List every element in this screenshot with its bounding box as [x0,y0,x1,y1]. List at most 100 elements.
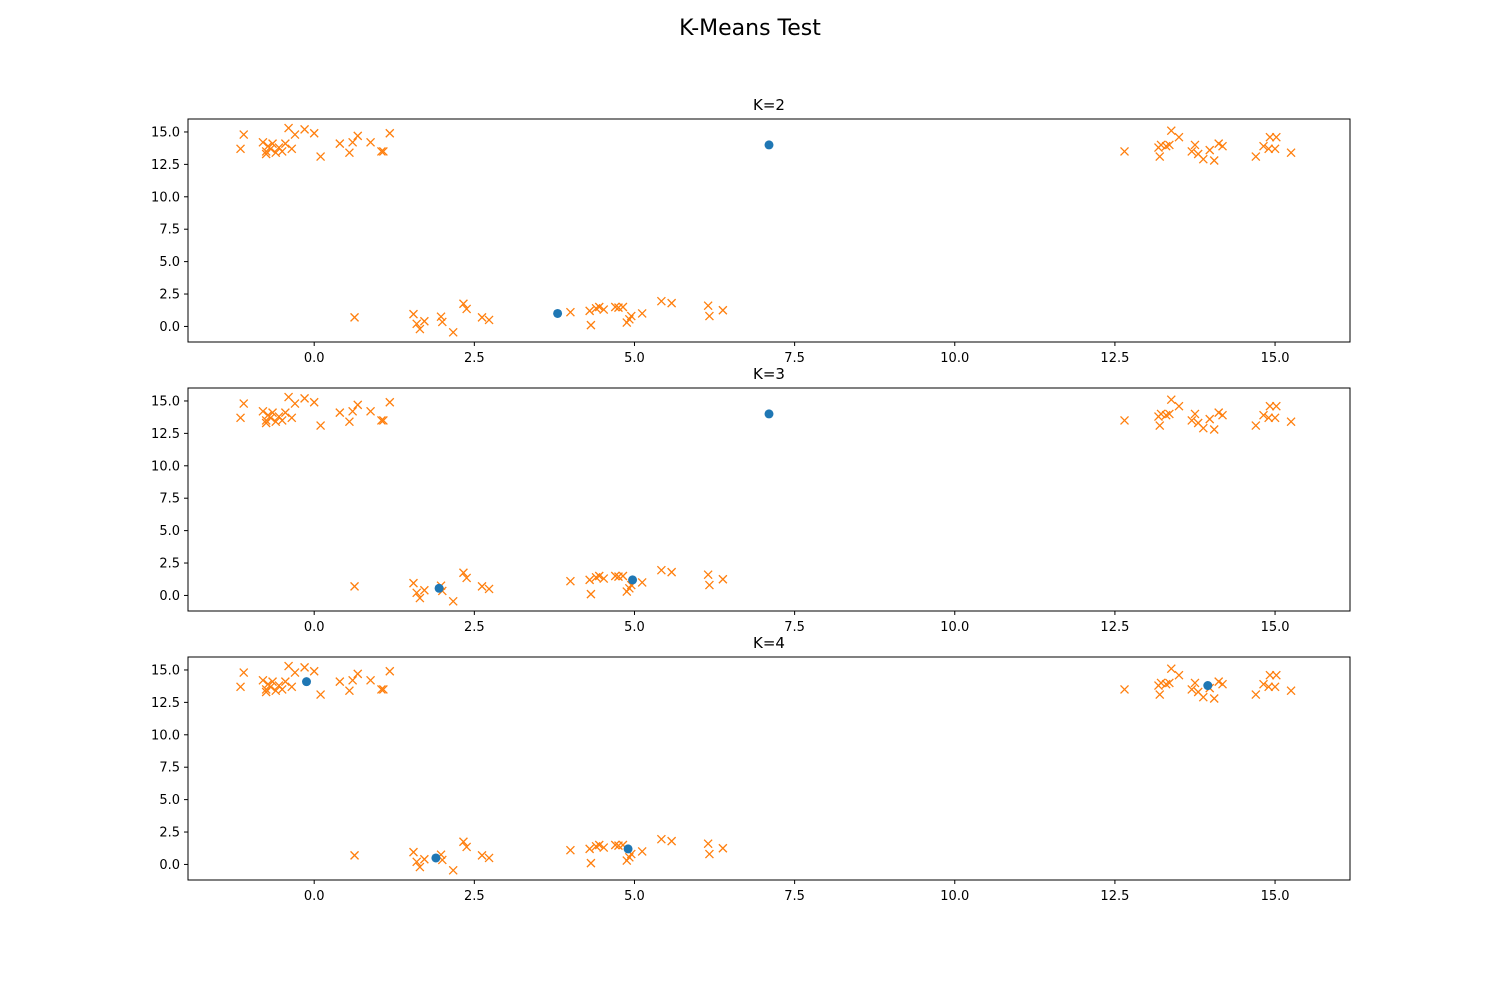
data-point [277,146,287,156]
y-tick-label: 7.5 [159,223,180,238]
x-tick-label: 10.0 [940,351,969,366]
data-point [594,840,604,850]
data-point [484,315,494,325]
data-point [437,317,447,327]
data-point [1155,421,1165,431]
data-point [1265,401,1275,411]
data-point [704,580,714,590]
data-point [344,148,354,158]
data-point [335,139,345,149]
data-point [280,677,290,687]
y-tick-label: 12.5 [151,427,180,442]
data-point [1209,156,1219,165]
data-point [344,417,354,427]
x-tick-label: 0.0 [304,351,325,366]
data-point [1218,141,1227,151]
y-tick-label: 15.0 [151,663,180,678]
data-point [586,320,596,330]
data-point [626,311,636,321]
data-point [448,596,458,606]
x-tick-label: 15.0 [1261,620,1290,635]
data-point [458,568,468,578]
data-point [290,399,300,409]
x-tick-label: 10.0 [940,889,969,904]
data-point [1218,410,1227,420]
data-point [610,840,620,850]
data-point [1218,679,1227,689]
data-point [300,124,310,134]
data-point [277,684,287,694]
data-point [268,408,278,418]
data-point [385,128,395,138]
data-point [594,302,604,312]
y-tick-label: 15.0 [151,394,180,409]
data-point [656,834,666,844]
data-point [261,415,271,425]
data-point [1156,409,1166,419]
data-point [718,574,728,584]
y-tick-label: 12.5 [151,158,180,173]
data-point [268,139,278,149]
data-point [458,299,468,309]
x-tick-label: 15.0 [1261,889,1290,904]
data-point [585,306,595,316]
data-point [350,312,360,322]
data-point [258,137,268,147]
data-point [1270,413,1280,423]
x-tick-label: 5.0 [624,351,645,366]
data-point [585,575,595,585]
data-point [335,677,345,687]
data-point [1187,415,1197,425]
data-point [366,675,376,685]
data-point [1120,684,1129,694]
data-point [599,574,609,584]
data-point [704,311,714,321]
data-point [353,669,363,679]
data-point [236,682,245,692]
x-tick-label: 2.5 [464,620,485,635]
data-point [266,682,276,692]
data-point [309,397,319,407]
data-point [348,137,358,147]
data-point [280,139,290,149]
data-point [1156,678,1166,688]
centroid-point [434,583,444,593]
data-point [266,413,276,423]
data-point [618,302,628,312]
data-point [462,842,472,852]
data-point [1286,417,1296,427]
x-tick-label: 15.0 [1261,351,1290,366]
data-point [637,309,647,318]
data-point [1264,144,1274,154]
data-point [409,309,418,319]
subplot-title: K=2 [753,96,785,114]
centroid-point [302,677,312,687]
data-point [610,302,620,312]
axes-frame [187,656,1351,881]
data-point [1251,690,1261,700]
data-point [258,675,268,685]
y-tick-label: 0.0 [159,858,180,873]
data-point [1187,146,1197,156]
data-point [1164,678,1174,688]
data-point [667,567,677,577]
data-point [1270,144,1280,154]
x-tick-label: 7.5 [784,351,805,366]
data-point [378,415,388,425]
data-point [656,296,666,306]
x-tick-label: 2.5 [464,351,485,366]
data-point [1286,686,1296,696]
data-point [1209,425,1219,434]
centroid-point [628,575,638,585]
data-point [376,684,386,694]
subplot-2: K=3 0.0 2.5 5.0 7.5 10.0 12.5 15.0 0.0 2.5 5.0 7.5 1… [151,365,1351,635]
data-point [350,850,360,860]
data-point [236,413,245,423]
data-point [1251,152,1261,162]
data-point [236,144,245,154]
data-point [1166,664,1176,674]
y-tick-label: 0.0 [159,589,180,604]
x-tick-label: 2.5 [464,889,485,904]
y-tick-label: 12.5 [151,696,180,711]
x-tick-label: 12.5 [1100,889,1129,904]
